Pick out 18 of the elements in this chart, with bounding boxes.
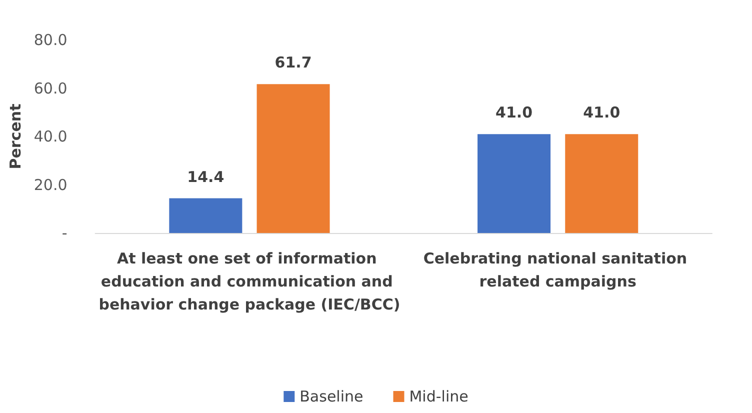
y-tick-label: - xyxy=(62,224,68,242)
legend-label: Mid-line xyxy=(409,388,468,406)
bar xyxy=(478,134,551,233)
y-axis-title: Percent xyxy=(6,104,24,170)
bar xyxy=(565,134,638,233)
x-tick-label: At least one set of information education and communication and behavior change package (IEC/BCC) xyxy=(98,250,400,314)
data-label: 14.4 xyxy=(187,168,224,186)
y-tick-label: 60.0 xyxy=(34,79,68,98)
y-tick-label: 80.0 xyxy=(34,31,68,49)
x-tick-label: Celebrating national sanitation related campaigns xyxy=(423,250,692,290)
bar xyxy=(169,198,242,233)
data-label: 41.0 xyxy=(583,104,620,122)
data-label: 41.0 xyxy=(496,104,533,122)
legend-label: Baseline xyxy=(300,388,364,406)
bar xyxy=(256,84,330,233)
data-label: 61.7 xyxy=(274,54,312,72)
y-tick-label: 40.0 xyxy=(34,128,68,146)
y-tick-label: 20.0 xyxy=(34,176,68,194)
